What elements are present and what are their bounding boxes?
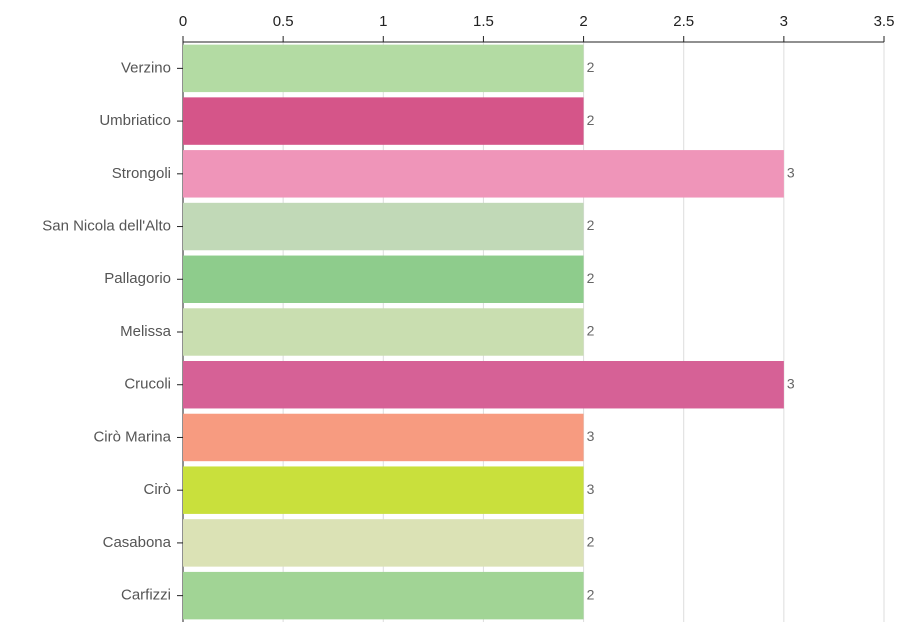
y-tick-label: Cirò Marina (93, 428, 171, 445)
y-tick-label: Melissa (120, 323, 172, 340)
x-tick-label: 1 (379, 13, 387, 30)
bar-label: 3 (587, 481, 595, 497)
x-tick-label: 1.5 (473, 13, 494, 30)
bar-label: 3 (787, 375, 795, 391)
bar (183, 255, 584, 303)
bar-label: 2 (587, 270, 595, 286)
bar-label: 2 (587, 323, 595, 339)
x-tick-label: 2 (579, 13, 587, 30)
bar (183, 571, 584, 620)
bar-label: 2 (587, 586, 595, 602)
bar-label: 2 (587, 59, 595, 75)
bar-label: 3 (787, 165, 795, 181)
bar-label: 2 (587, 534, 595, 550)
y-tick-label: Cirò (143, 481, 171, 498)
bar (183, 519, 584, 567)
y-tick-label: Strongoli (112, 165, 171, 182)
bar-label: 2 (587, 112, 595, 128)
x-tick-label: 3.5 (874, 13, 895, 30)
bar (183, 413, 584, 462)
y-tick-label: San Nicola dell'Alto (42, 218, 171, 235)
y-tick-label: Umbriatico (99, 112, 171, 129)
bar (183, 308, 584, 356)
y-tick-label: Carfizzi (121, 587, 171, 604)
bar (183, 361, 784, 409)
bar (183, 202, 584, 251)
y-tick-label: Verzino (121, 59, 171, 76)
y-tick-label: Crucoli (124, 376, 171, 393)
x-tick-label: 2.5 (673, 13, 694, 30)
x-tick-label: 0 (179, 13, 187, 30)
bar (183, 466, 584, 514)
y-tick-label: Casabona (103, 534, 172, 551)
x-tick-label: 0.5 (273, 13, 294, 30)
bar-label: 2 (587, 217, 595, 233)
x-tick-label: 3 (780, 13, 788, 30)
bar (183, 150, 784, 198)
bar (183, 44, 584, 93)
bar (183, 97, 584, 145)
y-tick-label: Pallagorio (104, 270, 171, 287)
bar-label: 3 (587, 428, 595, 444)
